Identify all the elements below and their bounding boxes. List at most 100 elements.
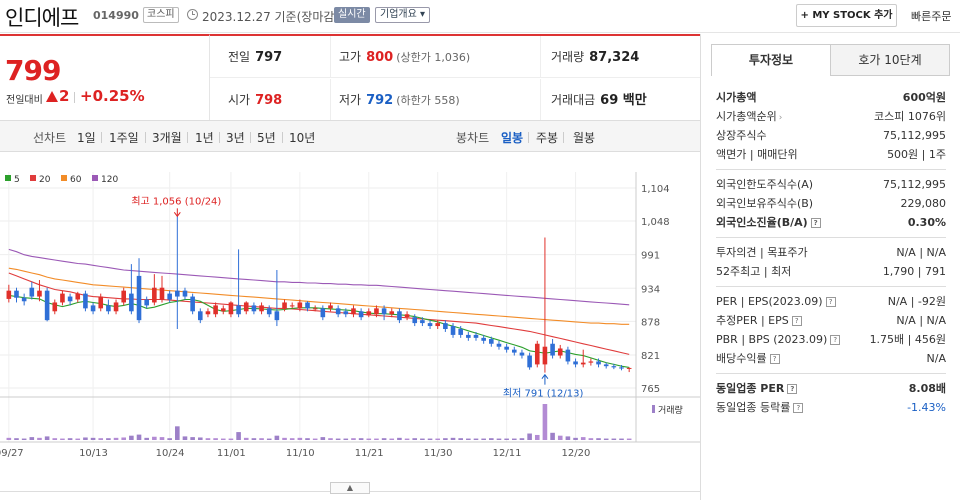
period-1y[interactable]: 1년: [195, 131, 214, 145]
chart-canvas[interactable]: 1,104 1,048 991 934 878 821 765 09/27 10/13 10/24…: [0, 152, 700, 482]
candle-body: [167, 293, 172, 300]
volume-bar: [297, 437, 303, 440]
help-icon[interactable]: ?: [830, 335, 841, 345]
invest-info-panel: 투자정보 호가 10단계 시가총액 600억원 시가총액순위 › 코스피 1076위 …: [700, 34, 960, 500]
candle-body: [282, 302, 287, 309]
candle-body: [113, 302, 119, 312]
high-annotation: 최고 1,056 (10/24): [131, 195, 221, 207]
candle-body: [75, 293, 81, 300]
help-icon[interactable]: ?: [791, 316, 802, 326]
my-stock-add-button[interactable]: + MY STOCK 추가: [796, 4, 897, 27]
volume-bar: [404, 438, 410, 440]
realtime-badge[interactable]: 실시간: [334, 7, 370, 23]
help-icon[interactable]: ?: [769, 354, 780, 364]
rank-label[interactable]: 시가총액순위 ›: [716, 110, 783, 123]
up-triangle-icon: [46, 91, 58, 102]
base-date: 2023.12.27 기준(장마감): [202, 10, 340, 24]
volume: 거래량 87,324: [540, 36, 639, 78]
chevron-right-icon: ›: [778, 113, 783, 123]
tab-invest-info[interactable]: 투자정보: [711, 44, 831, 76]
candle-body: [220, 308, 226, 312]
volume-bar: [289, 438, 295, 440]
candle-body: [175, 290, 180, 297]
volume-bar: [75, 438, 81, 440]
candle-chart-label: 봉차트: [456, 131, 490, 145]
help-icon[interactable]: ?: [787, 384, 798, 394]
candle-body: [328, 305, 333, 309]
candle-body: [44, 290, 50, 321]
legend-label: 20: [39, 175, 51, 185]
quick-order-link[interactable]: 빠른주문: [911, 10, 952, 23]
candle-body: [565, 349, 571, 362]
open-price: 시가 798: [228, 93, 283, 108]
ma20-line: [8, 272, 630, 355]
tab-order-book[interactable]: 호가 10단계: [830, 44, 950, 76]
volume-bar: [573, 437, 578, 440]
candle-body: [374, 308, 379, 315]
help-icon[interactable]: ?: [825, 297, 836, 307]
x-tick-label: 09/27: [0, 448, 24, 459]
ma60-line: [8, 267, 630, 325]
price-change: 2: [59, 87, 70, 105]
candle-body: [366, 311, 372, 316]
candle-body: [37, 290, 42, 297]
stock-code: 014990: [93, 9, 139, 22]
chart-expand-handle[interactable]: ▲: [330, 482, 370, 494]
dividend-value: N/A: [926, 352, 946, 365]
foreign-limit-value: 75,112,995: [883, 178, 946, 191]
volume-bar: [21, 438, 27, 440]
separator: [74, 92, 75, 103]
candle-body: [98, 296, 104, 309]
volume-bar: [328, 438, 333, 440]
volume-bar: [129, 435, 134, 440]
help-icon[interactable]: ?: [793, 403, 804, 413]
candle-body: [152, 287, 157, 303]
candle-body: [596, 361, 601, 365]
opinion-value: N/A | N/A: [896, 246, 946, 259]
period-5y[interactable]: 5년: [257, 131, 276, 145]
candle-body: [351, 308, 356, 315]
volume-bar: [220, 438, 226, 440]
period-10y[interactable]: 10년: [289, 131, 316, 145]
candle-body: [481, 337, 486, 341]
volume-bar: [259, 438, 264, 440]
volume-bar: [389, 438, 395, 440]
volume-bar: [565, 436, 571, 440]
volume-bar: [205, 438, 211, 440]
y-tick-label: 821: [641, 351, 660, 362]
volume-bar: [136, 434, 142, 440]
help-icon[interactable]: ?: [810, 218, 821, 228]
period-1w[interactable]: 1주일: [109, 131, 139, 145]
y-tick-label: 878: [641, 317, 660, 328]
period-3m[interactable]: 3개월: [152, 131, 182, 145]
candle-body: [259, 305, 264, 312]
volume-bar: [274, 435, 280, 440]
stock-chart[interactable]: 1,104 1,048 991 934 878 821 765 09/27 10/13 10/24…: [0, 152, 700, 482]
volume-bar: [542, 404, 548, 440]
candle-weekly[interactable]: 주봉: [536, 131, 559, 145]
volume-bar: [29, 437, 35, 440]
x-tick-label: 11/21: [355, 448, 384, 459]
chart-toolbar: 선차트 1일 1주일 3개월 1년 3년 5년 10년 봉차트 일봉 주봉 월봉: [0, 120, 700, 152]
candle-body: [205, 311, 211, 315]
volume-bar: [626, 438, 632, 440]
period-1d[interactable]: 1일: [77, 131, 96, 145]
period-3y[interactable]: 3년: [226, 131, 245, 145]
candle-body: [83, 293, 88, 309]
chevron-down-icon: ▾: [416, 9, 426, 20]
volume-bar: [489, 438, 494, 440]
candle-monthly[interactable]: 월봉: [573, 131, 596, 145]
company-overview-dropdown[interactable]: 기업개요 ▾: [375, 7, 431, 23]
candle-body: [389, 311, 395, 315]
volume-bar: [412, 438, 418, 440]
candle-daily[interactable]: 일봉: [501, 131, 524, 145]
candle-body: [404, 314, 410, 318]
candle-body: [106, 305, 111, 312]
volume-bar: [243, 437, 249, 440]
legend-swatch: [61, 175, 67, 181]
candle-body: [6, 290, 12, 299]
volume-bar: [557, 435, 563, 440]
x-tick-label: 12/11: [493, 448, 522, 459]
volume-bar: [182, 436, 188, 440]
candle-body: [358, 311, 364, 318]
